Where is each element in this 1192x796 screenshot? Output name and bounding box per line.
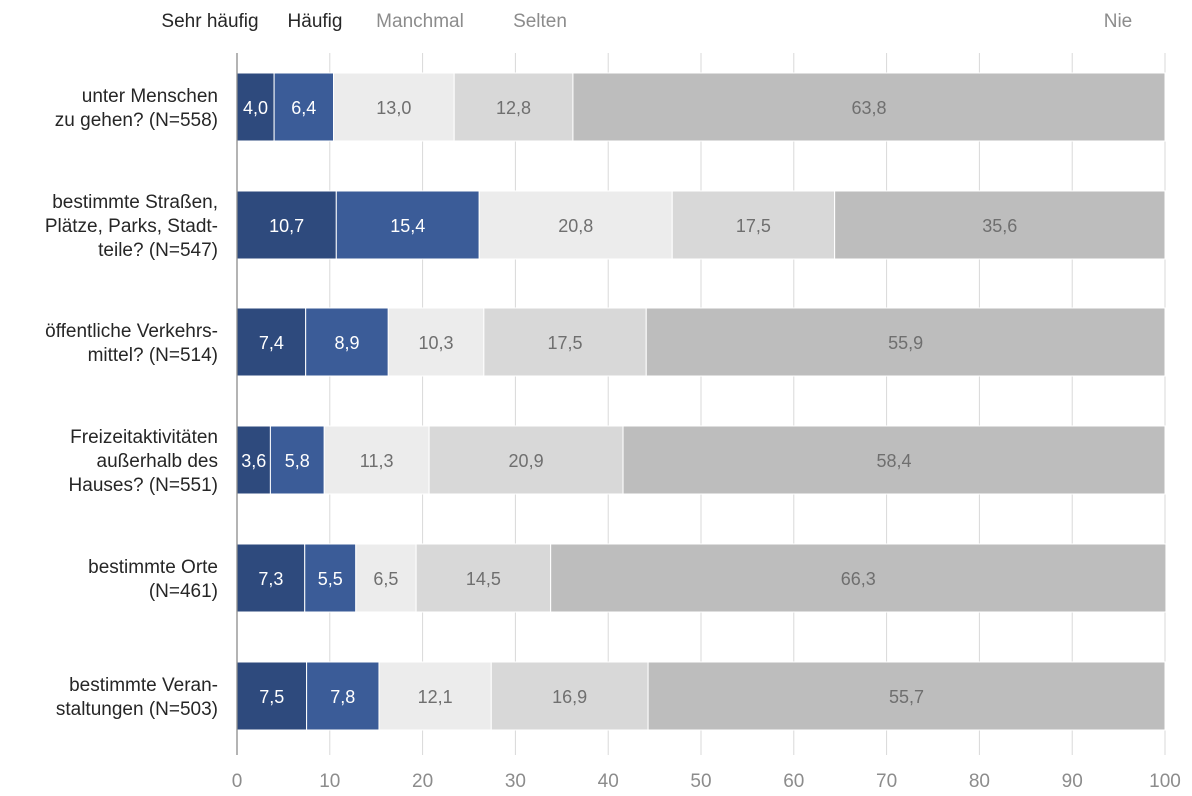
bar-segment xyxy=(333,72,455,142)
category-label: unter Menschen zu gehen? (N=558) xyxy=(55,86,218,131)
data-label: 20,8 xyxy=(558,216,593,236)
bar-segment xyxy=(236,543,306,613)
category-label-line: (N=461) xyxy=(149,581,218,602)
category-labels: unter Menschen zu gehen? (N=558) bestimmte… xyxy=(45,86,218,720)
data-label: 7,3 xyxy=(258,569,283,589)
data-label: 5,5 xyxy=(318,569,343,589)
bar-segment xyxy=(305,307,389,377)
legend-entry: Selten xyxy=(513,11,567,32)
legend-entry: Sehr häufig xyxy=(161,11,258,32)
category-label: Freizeitaktivitäten außerhalb des Hauses? … xyxy=(69,427,218,496)
legend-entry: Manchmal xyxy=(376,11,464,32)
category-label: bestimmte Orte (N=461) xyxy=(88,557,218,602)
category-label: öffentliche Verkehrs-mittel? (N=514) xyxy=(45,321,218,366)
data-label: 6,5 xyxy=(373,569,398,589)
category-label-line: Hauses? (N=551) xyxy=(69,475,218,496)
data-label: 66,3 xyxy=(841,569,876,589)
category-label: bestimmte Straßen, Plätze, Parks, Stadt-t… xyxy=(45,192,218,261)
category-label-line: öffentliche Verkehrs- xyxy=(45,321,218,342)
data-label: 8,9 xyxy=(334,333,359,353)
bar-segment xyxy=(428,425,624,495)
x-tick-label: 60 xyxy=(783,771,804,792)
x-tick-label: 90 xyxy=(1062,771,1083,792)
data-label: 10,7 xyxy=(269,216,304,236)
data-label: 12,1 xyxy=(418,687,453,707)
bar-segment xyxy=(415,543,552,613)
category-label-line: außerhalb des xyxy=(97,451,218,472)
bar-segment xyxy=(483,307,647,377)
data-label: 55,7 xyxy=(889,687,924,707)
data-label: 15,4 xyxy=(390,216,425,236)
category-label-line: mittel? (N=514) xyxy=(88,345,218,366)
category-label-line: bestimmte Veran- xyxy=(69,675,218,696)
bar-segment xyxy=(306,661,380,731)
data-label: 14,5 xyxy=(466,569,501,589)
bar-segment xyxy=(647,661,1166,731)
legend: Sehr häufig Häufig Manchmal Selten Nie xyxy=(161,11,1132,32)
data-label: 55,9 xyxy=(888,333,923,353)
bar-segment xyxy=(236,190,337,260)
data-label: 7,4 xyxy=(259,333,284,353)
bar-segment xyxy=(490,661,649,731)
legend-entry: Häufig xyxy=(288,11,343,32)
x-tick-label: 10 xyxy=(319,771,340,792)
data-label: 10,3 xyxy=(419,333,454,353)
data-label: 4,0 xyxy=(243,98,268,118)
bar-segment xyxy=(453,72,574,142)
category-label-line: unter Menschen xyxy=(82,86,218,107)
bar-segment xyxy=(478,190,673,260)
data-label: 17,5 xyxy=(548,333,583,353)
bar-segment xyxy=(550,543,1167,613)
gridlines xyxy=(329,53,1166,755)
bar-segment xyxy=(273,72,335,142)
bar-segment xyxy=(834,190,1166,260)
x-tick-label: 50 xyxy=(690,771,711,792)
x-tick-label: 30 xyxy=(505,771,526,792)
category-label-line: staltungen (N=503) xyxy=(56,699,218,720)
data-label: 58,4 xyxy=(877,451,912,471)
x-tick-label: 20 xyxy=(412,771,433,792)
category-label-line: bestimmte Straßen, xyxy=(52,192,218,213)
category-label-line: teile? (N=547) xyxy=(98,240,218,261)
category-label-line: zu gehen? (N=558) xyxy=(55,110,218,131)
data-label: 63,8 xyxy=(851,98,886,118)
data-label: 12,8 xyxy=(496,98,531,118)
legend-entry: Nie xyxy=(1104,11,1133,32)
bar-segment xyxy=(572,72,1166,142)
data-label: 13,0 xyxy=(376,98,411,118)
data-label: 16,9 xyxy=(552,687,587,707)
x-tick-labels: 0 10 20 30 40 50 60 70 80 90 100 xyxy=(232,771,1181,792)
category-label-line: Plätze, Parks, Stadt- xyxy=(45,216,218,237)
x-tick-label: 40 xyxy=(598,771,619,792)
category-label-line: bestimmte Orte xyxy=(88,557,218,578)
bar-segment xyxy=(323,425,430,495)
bar-segment xyxy=(622,425,1166,495)
category-label: bestimmte Veran-staltungen (N=503) xyxy=(56,675,218,720)
bar-segment xyxy=(236,307,307,377)
bars: 4,0 6,4 13,0 12,8 63,8 10,7 15,4 20,8 17,5 35,6 7,… xyxy=(236,72,1167,731)
data-label: 11,3 xyxy=(360,451,394,471)
bar-segment xyxy=(304,543,357,613)
bar-segment xyxy=(355,543,417,613)
data-label: 35,6 xyxy=(982,216,1017,236)
bar-segment xyxy=(671,190,836,260)
x-tick-label: 70 xyxy=(876,771,897,792)
data-label: 3,6 xyxy=(241,451,266,471)
data-label: 20,9 xyxy=(509,451,544,471)
data-label: 17,5 xyxy=(736,216,771,236)
category-label-line: Freizeitaktivitäten xyxy=(70,427,218,448)
bar-segment xyxy=(387,307,485,377)
x-tick-label: 0 xyxy=(232,771,243,792)
bar-segment xyxy=(645,307,1166,377)
data-label: 7,8 xyxy=(330,687,355,707)
data-label: 6,4 xyxy=(291,98,316,118)
x-tick-label: 100 xyxy=(1149,771,1181,792)
data-label: 7,5 xyxy=(259,687,284,707)
data-label: 5,8 xyxy=(285,451,310,471)
x-tick-label: 80 xyxy=(969,771,990,792)
